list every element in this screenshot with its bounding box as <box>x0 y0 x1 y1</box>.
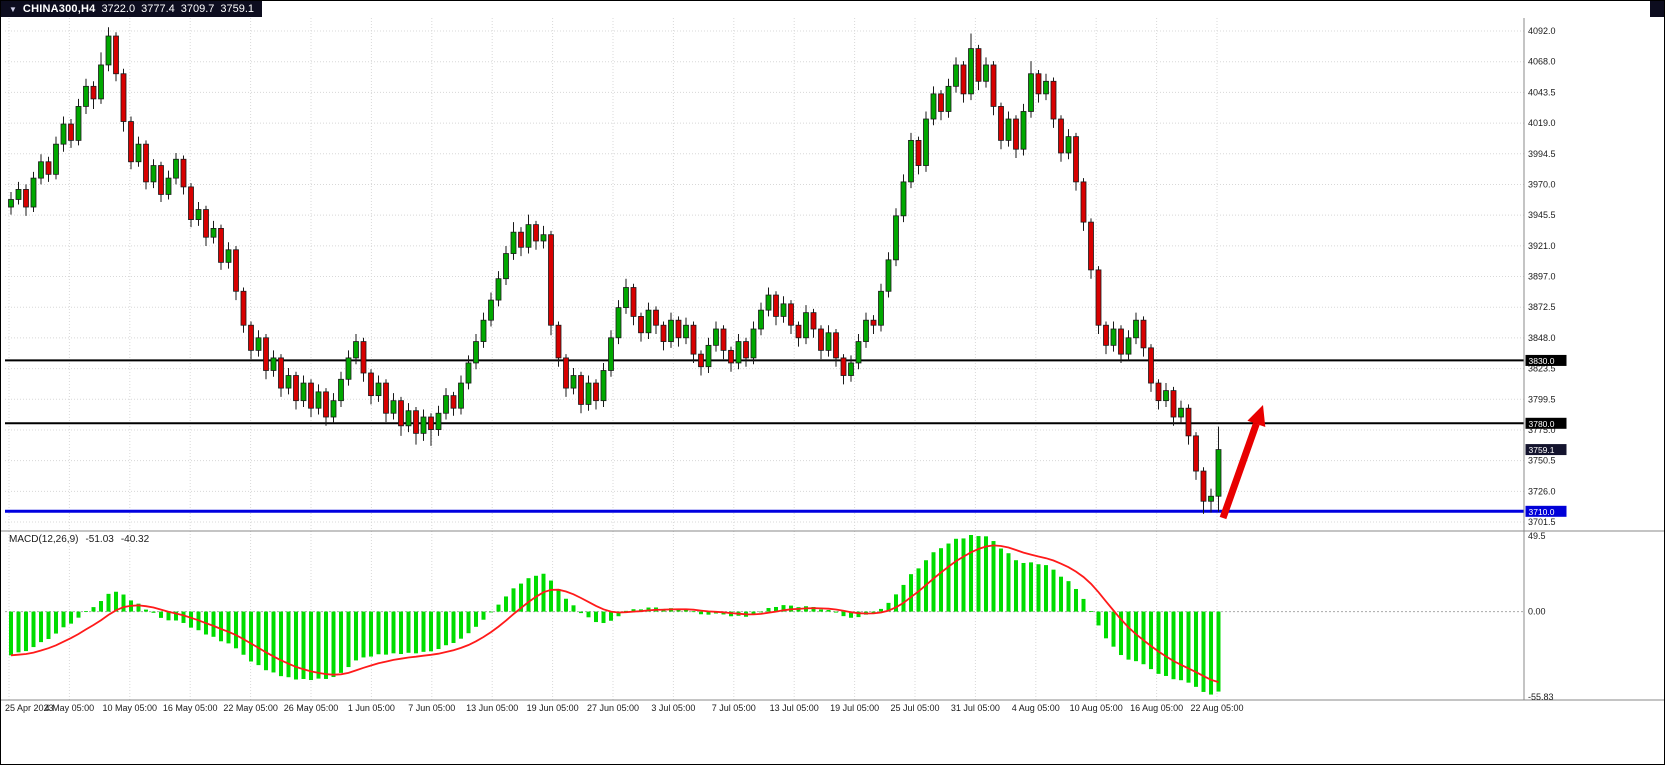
time-tick-label: 22 May 05:00 <box>223 703 278 713</box>
ohlc-low-value: 3709.7 <box>180 3 215 15</box>
svg-text:49.5: 49.5 <box>1528 531 1546 541</box>
svg-text:3830.0: 3830.0 <box>1529 356 1555 366</box>
time-tick-label: 13 Jul 05:00 <box>770 703 819 713</box>
time-tick-label: 31 Jul 05:00 <box>951 703 1000 713</box>
symbol-dropdown-icon[interactable]: ▼ <box>9 4 17 14</box>
macd-signal-value: -40.32 <box>120 534 150 545</box>
price-tick-label: 3921.0 <box>1528 241 1556 251</box>
svg-text:3710.0: 3710.0 <box>1529 507 1555 517</box>
price-tick-label: 3994.5 <box>1528 149 1556 159</box>
price-tick-label: 3897.0 <box>1528 272 1556 282</box>
price-tick-label: 3970.0 <box>1528 179 1556 189</box>
time-tick-label: 13 Jun 05:00 <box>466 703 518 713</box>
price-tick-label: 4092.0 <box>1528 26 1556 36</box>
time-tick-label: 16 May 05:00 <box>163 703 218 713</box>
price-tick-label: 3945.5 <box>1528 210 1556 220</box>
ohlc-high-value: 3777.4 <box>141 3 175 15</box>
time-tick-label: 10 May 05:00 <box>103 703 158 713</box>
price-tick-label: 3775.0 <box>1528 425 1556 435</box>
time-tick-label: 10 Aug 05:00 <box>1070 703 1123 713</box>
topbar-corner-panel <box>1650 1 1664 17</box>
time-tick-label: 19 Jul 05:00 <box>830 703 879 713</box>
time-tick-label: 4 May 05:00 <box>45 703 95 713</box>
time-tick-label: 3 Jul 05:00 <box>651 703 695 713</box>
macd-signal-line <box>10 544 1219 683</box>
price-tick-label: 3848.0 <box>1528 333 1556 343</box>
candlestick-series <box>8 27 1222 514</box>
time-tick-label: 1 Jun 05:00 <box>348 703 395 713</box>
price-badge-support-blue: 3710.0 <box>1525 505 1567 517</box>
price-tick-label: 3750.5 <box>1528 456 1556 466</box>
price-tick-label: 4068.0 <box>1528 57 1556 67</box>
price-axis[interactable]: 4092.0 4068.0 4043.5 4019.0 3994.5 3970.0 3945… <box>1528 26 1556 527</box>
price-badge-resistance-lower: 3780.0 <box>1525 417 1567 429</box>
macd-axis[interactable]: 49.5 0.00 -55.83 <box>1528 531 1554 702</box>
price-tick-label: 3872.5 <box>1528 302 1556 312</box>
price-tick-label: 3799.5 <box>1528 394 1556 404</box>
symbol-info-chip: ▼ CHINA300,H4 3722.0 3777.4 3709.7 3759.… <box>1 1 263 17</box>
svg-text:3759.1: 3759.1 <box>1529 445 1555 455</box>
svg-text:-55.83: -55.83 <box>1528 692 1554 702</box>
symbol-timeframe-label: CHINA300,H4 <box>22 3 96 15</box>
macd-indicator-caption: MACD(12,26,9) -51.03 -40.32 <box>9 534 149 545</box>
macd-main-value: -51.03 <box>85 534 114 545</box>
price-badge-current-price: 3759.1 <box>1525 444 1567 456</box>
time-tick-label: 19 Jun 05:00 <box>527 703 579 713</box>
time-tick-label: 16 Aug 05:00 <box>1130 703 1183 713</box>
time-tick-label: 7 Jul 05:00 <box>712 703 756 713</box>
svg-text:0.00: 0.00 <box>1528 607 1546 617</box>
price-tick-label: 4043.5 <box>1528 87 1556 97</box>
buy-signal-arrow[interactable] <box>1219 405 1266 520</box>
ohlc-close-value: 3759.1 <box>220 3 255 15</box>
time-tick-label: 27 Jun 05:00 <box>587 703 639 713</box>
time-tick-label: 22 Aug 05:00 <box>1190 703 1243 713</box>
price-tick-label: 4019.0 <box>1528 118 1556 128</box>
price-tick-label: 3823.5 <box>1528 364 1556 374</box>
panel-separators <box>1 18 1664 701</box>
time-tick-label: 25 Jul 05:00 <box>890 703 939 713</box>
chart-top-bar: ▼ CHINA300,H4 3722.0 3777.4 3709.7 3759.… <box>1 1 1664 17</box>
time-tick-label: 25 Apr 2023 <box>5 703 54 713</box>
price-badge-resistance-upper: 3830.0 <box>1525 354 1567 366</box>
grid <box>5 18 1524 700</box>
time-tick-label: 7 Jun 05:00 <box>408 703 455 713</box>
svg-text:3780.0: 3780.0 <box>1529 419 1555 429</box>
time-tick-label: 26 May 05:00 <box>284 703 339 713</box>
price-tick-label: 3701.5 <box>1528 517 1556 527</box>
macd-label: MACD(12,26,9) <box>9 534 79 545</box>
ohlc-open-value: 3722.0 <box>101 3 136 15</box>
price-tick-label: 3726.0 <box>1528 486 1556 496</box>
time-tick-label: 4 Aug 05:00 <box>1012 703 1060 713</box>
